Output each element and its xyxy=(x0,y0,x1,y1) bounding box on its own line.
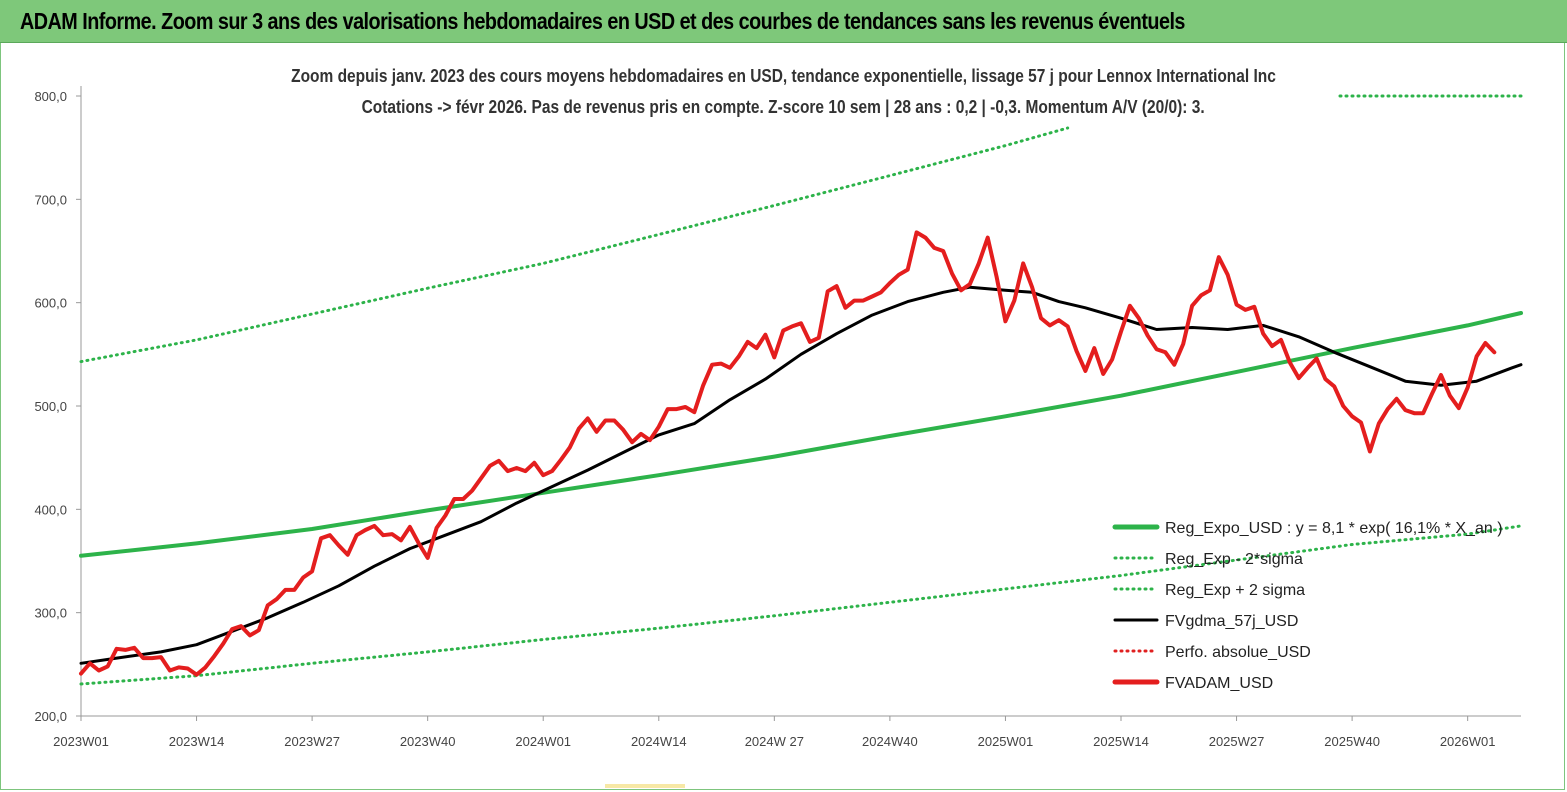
series-line-3 xyxy=(79,285,1523,665)
legend-label-2: Reg_Exp + 2 sigma xyxy=(1165,582,1305,599)
series-line-1 xyxy=(79,524,1523,686)
x-tick-label: 2023W01 xyxy=(53,734,109,749)
x-tick-label: 2023W27 xyxy=(284,734,340,749)
bottom-accent-bar xyxy=(605,784,685,788)
y-tick-label: 200,0 xyxy=(34,709,67,724)
y-tick-label: 300,0 xyxy=(34,606,67,621)
x-tick-label: 2024W40 xyxy=(862,734,918,749)
series-line-2 xyxy=(79,126,1070,364)
y-tick-label: 500,0 xyxy=(34,399,67,414)
legend-label-5: FVADAM_USD xyxy=(1165,675,1273,692)
x-tick-label: 2025W01 xyxy=(978,734,1034,749)
chart-title-text: Zoom depuis janv. 2023 des cours moyens … xyxy=(287,66,1280,87)
series-line-5 xyxy=(79,230,1497,677)
legend-label-1: Reg_Exp - 2*sigma xyxy=(1165,551,1303,568)
banner: ADAM Informe. Zoom sur 3 ans des valoris… xyxy=(0,0,1567,43)
legend: Reg_Expo_USD : y = 8,1 * exp( 16,1% * X_… xyxy=(1112,520,1503,692)
banner-title: ADAM Informe. Zoom sur 3 ans des valoris… xyxy=(20,8,1185,34)
chart-subtitle-text: Cotations -> févr 2026. Pas de revenus p… xyxy=(358,97,1209,118)
legend-label-0: Reg_Expo_USD : y = 8,1 * exp( 16,1% * X_… xyxy=(1165,520,1503,537)
series-lines xyxy=(79,94,1523,686)
y-tick-label: 700,0 xyxy=(34,192,67,207)
y-tick-label: 400,0 xyxy=(34,502,67,517)
axes: 200,0 300,0 400,0 500,0 600,0 700,0 800,0 2023W… xyxy=(34,86,1521,749)
x-tick-label: 2025W27 xyxy=(1209,734,1265,749)
x-tick-label: 2023W14 xyxy=(169,734,225,749)
x-tick-label: 2024W 27 xyxy=(745,734,804,749)
legend-label-3: FVgdma_57j_USD xyxy=(1165,613,1298,630)
x-tick-label: 2023W40 xyxy=(400,734,456,749)
x-tick-label: 2026W01 xyxy=(1440,734,1496,749)
chart-title: Zoom depuis janv. 2023 des cours moyens … xyxy=(0,66,1567,87)
x-tick-label: 2025W14 xyxy=(1093,734,1149,749)
legend-label-4: Perfo. absolue_USD xyxy=(1165,644,1311,661)
x-tick-label: 2024W14 xyxy=(631,734,687,749)
x-tick-label: 2024W01 xyxy=(515,734,571,749)
y-tick-label: 800,0 xyxy=(34,89,67,104)
x-tick-label: 2025W40 xyxy=(1324,734,1380,749)
chart-subtitle: Cotations -> févr 2026. Pas de revenus p… xyxy=(0,97,1567,118)
y-tick-label: 600,0 xyxy=(34,296,67,311)
